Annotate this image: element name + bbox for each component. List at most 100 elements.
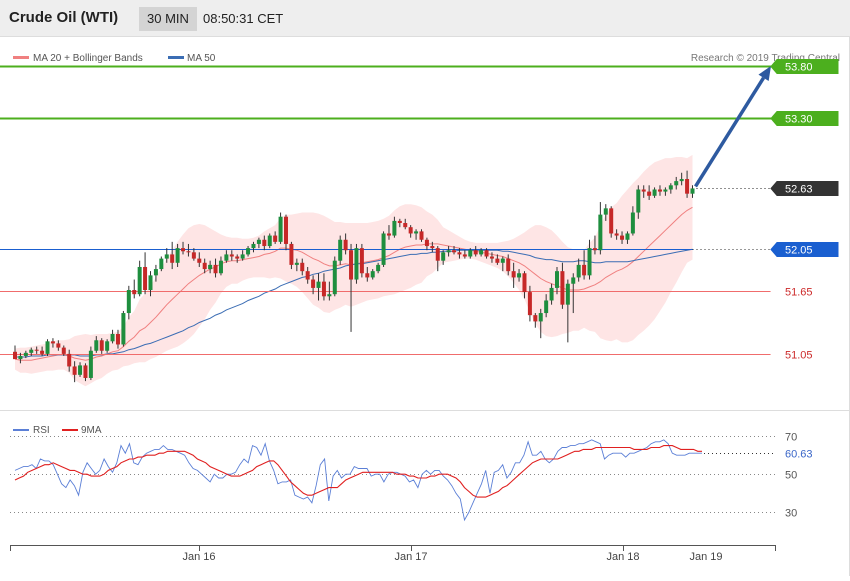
candle (582, 250, 587, 280)
candle (549, 283, 554, 305)
candle-body (392, 220, 397, 236)
candle (349, 243, 354, 332)
time-axis-label: Jan 16 (182, 551, 215, 563)
candle-body (370, 271, 375, 278)
candle-body (424, 239, 429, 247)
timestamp: 08:50:31 CET (203, 11, 284, 26)
candle-body (229, 254, 234, 257)
candle-body (61, 347, 66, 354)
candle (40, 346, 45, 356)
candle (636, 185, 641, 219)
instrument-title: Crude Oil (WTI) (9, 9, 119, 26)
candle (500, 256, 505, 272)
level-value: 53.30 (785, 114, 813, 126)
legend: MA 20 + Bollinger Bands MA 50 Research ©… (13, 53, 840, 64)
candle (571, 273, 576, 314)
candle-body (197, 258, 202, 263)
candle-body (685, 179, 690, 194)
candle-body (29, 349, 34, 353)
candle (321, 273, 326, 301)
candle (256, 237, 261, 249)
candle-body (663, 189, 668, 192)
price-chart: MA 20 + Bollinger Bands MA 50 Research ©… (0, 53, 840, 387)
rsi-legend-swatch (13, 429, 29, 431)
candle (609, 206, 614, 238)
level-tag (770, 242, 839, 257)
candle-body (484, 250, 489, 257)
bollinger-band-area (15, 154, 693, 387)
candle (392, 216, 397, 238)
candle (630, 206, 635, 236)
candle (527, 285, 532, 322)
rsi-ma-legend-label: 9MA (81, 425, 102, 436)
candle (468, 248, 473, 259)
candle (598, 202, 603, 255)
candle (441, 250, 446, 265)
candle-body (690, 188, 695, 194)
candle (34, 346, 39, 354)
candle (240, 250, 245, 261)
candle (555, 266, 559, 295)
candle (327, 281, 332, 301)
candle (647, 185, 652, 200)
candle-body (56, 343, 61, 348)
candle-body (376, 264, 381, 272)
rsi-gridlines: 70 50 30 (10, 432, 797, 520)
rsi-tick-label: 30 (785, 508, 797, 520)
candle-body (386, 233, 391, 236)
candle-body (587, 248, 592, 276)
level-value: 51.65 (785, 287, 813, 299)
candle-body (408, 227, 413, 234)
timeframe-badge[interactable]: 30 MIN (139, 7, 197, 31)
candle-body (576, 264, 581, 278)
candle-body (430, 246, 435, 249)
candle (533, 313, 538, 328)
candle (78, 362, 83, 377)
candle (544, 294, 549, 318)
candle-body (489, 256, 494, 259)
candle-body (137, 266, 142, 295)
candle (191, 248, 196, 261)
candle-body (338, 239, 343, 261)
time-axis-label: Jan 19 (689, 551, 722, 563)
candle (13, 345, 17, 360)
candle-body (592, 248, 597, 251)
level-label-53.30: 53.30 (770, 111, 839, 126)
candle (218, 256, 223, 276)
candle-body (159, 258, 164, 270)
candle (679, 172, 684, 186)
candle (381, 231, 386, 267)
candle-body (495, 258, 500, 263)
candle (251, 241, 256, 253)
candle (338, 235, 343, 265)
candle (316, 273, 321, 301)
candle (72, 361, 77, 383)
candle-body (23, 352, 28, 356)
candle (235, 254, 240, 263)
candle (94, 336, 99, 353)
rsi-ma-line (14, 445, 702, 498)
candle-body (679, 179, 684, 182)
candle (126, 285, 131, 320)
candle-body (522, 273, 527, 293)
candle (376, 262, 381, 274)
candle (641, 185, 646, 198)
candle (397, 218, 402, 228)
candle (408, 225, 413, 238)
candle (592, 235, 597, 255)
candles (13, 170, 695, 383)
candle (517, 269, 522, 282)
candle-body (549, 287, 554, 301)
candle-body (235, 256, 240, 259)
candle-body (620, 235, 625, 240)
candle-body (153, 269, 158, 276)
candle-body (284, 216, 288, 244)
candle (67, 349, 72, 372)
candle-body (349, 250, 354, 280)
candle-body (170, 254, 175, 263)
candle (153, 264, 158, 282)
level-value: 52.63 (785, 184, 813, 196)
candle (489, 252, 494, 263)
rsi-tick-label: 70 (785, 432, 797, 444)
